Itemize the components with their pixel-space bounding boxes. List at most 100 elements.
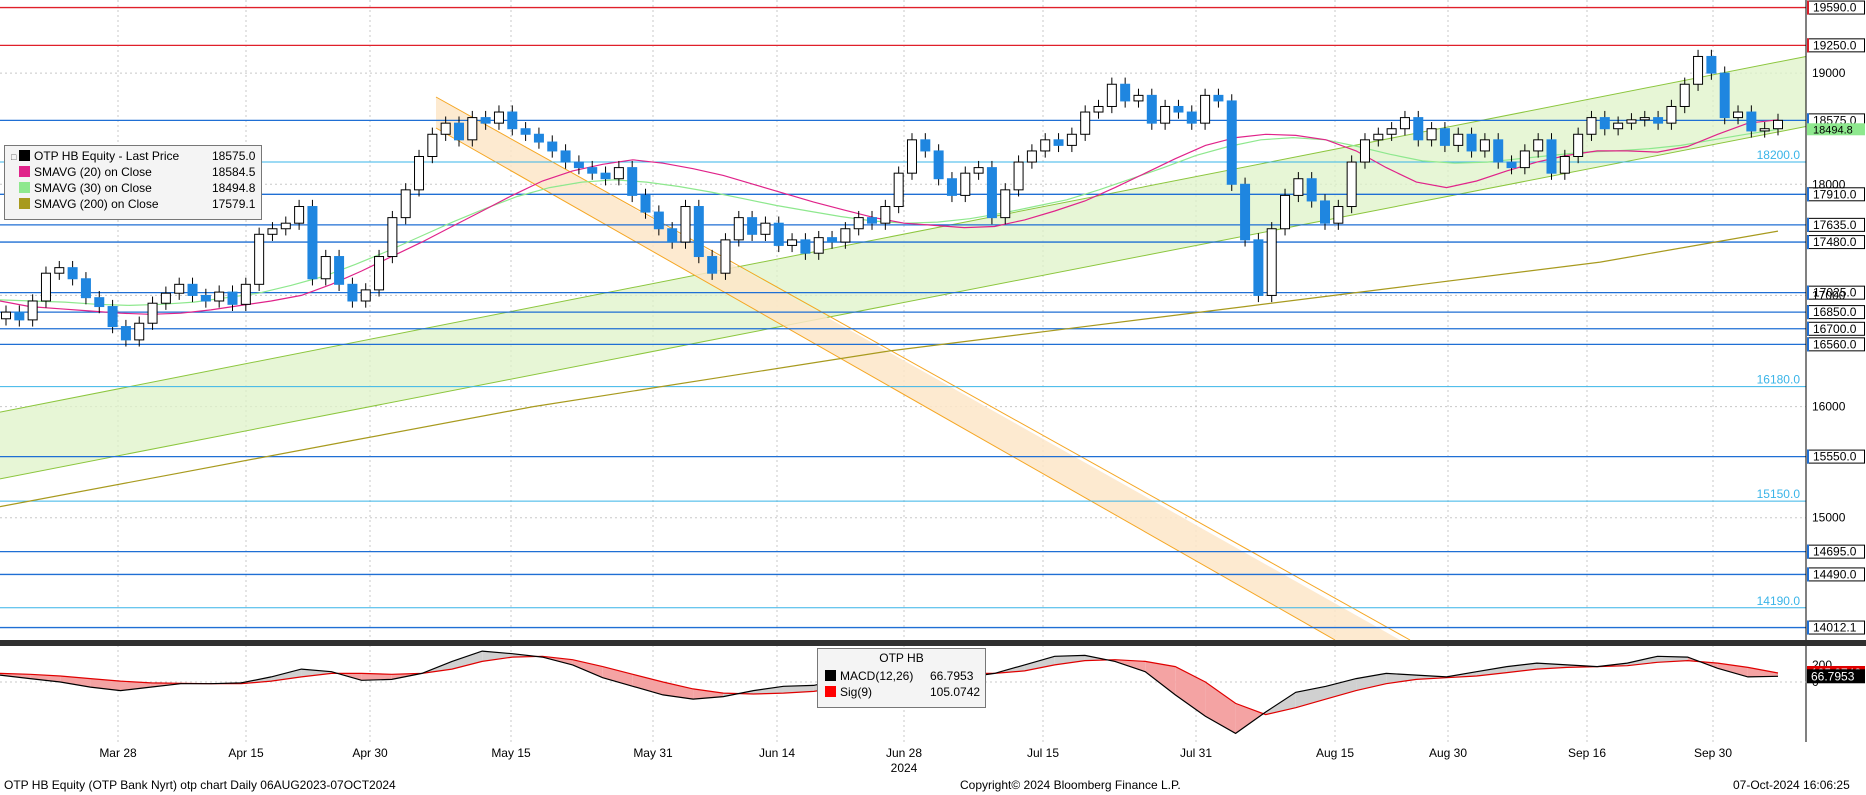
candle-up (880, 206, 891, 224)
macd-fill-red (693, 688, 724, 700)
macd-fill-red (30, 674, 61, 682)
candle-down (533, 133, 544, 143)
candle-up (1, 311, 11, 320)
candle-up (720, 239, 731, 274)
price-level-tag-inner (1808, 1, 1864, 14)
candle-down (1253, 239, 1264, 296)
candle-up (134, 322, 145, 341)
candle-up (440, 122, 451, 135)
candle-up (27, 300, 38, 321)
candle-up (1000, 189, 1011, 219)
macd-fill-red (361, 673, 392, 681)
candle-up (1160, 105, 1171, 124)
candle-up (1080, 111, 1091, 135)
candle-down (1546, 139, 1557, 174)
candle-down (547, 141, 558, 152)
panel-divider (0, 640, 1866, 646)
candle-down (653, 211, 664, 230)
legend-item-last-price: OTP HB Equity - Last Price 18575.0 (19, 149, 255, 164)
macd-fill-gray (1386, 673, 1417, 684)
macd-fill-red (60, 676, 91, 688)
candle-up (1133, 94, 1144, 102)
candle-up (680, 206, 691, 243)
candle-down (347, 283, 358, 302)
candle-down (1320, 200, 1331, 224)
candle-down (1120, 83, 1131, 102)
candle-down (80, 278, 91, 299)
candle-down (1226, 100, 1237, 185)
candle-up (1693, 55, 1704, 85)
candle-up (1679, 83, 1690, 107)
price-level-label: 16560.0 (1813, 337, 1857, 351)
candle-up (1386, 128, 1397, 135)
legend-item-sma30: SMAVG (30) on Close 18494.8 (19, 181, 255, 196)
candle-down (520, 128, 531, 135)
candle-up (1586, 117, 1597, 135)
candle-down (667, 228, 678, 243)
price-level-label: 19590.0 (1813, 1, 1857, 15)
candle-down (1746, 111, 1757, 132)
candle-down (1413, 117, 1424, 141)
macd-fill-red (1747, 667, 1778, 677)
macd-fill-gray (1024, 656, 1055, 671)
candle-down (187, 283, 198, 296)
legend-close-icon[interactable]: □ (11, 152, 17, 162)
candle-up (254, 233, 265, 285)
price-level-label: 17025.0 (1813, 286, 1857, 300)
price-level-tag-accent (1807, 449, 1809, 464)
candle-up (493, 111, 504, 124)
price-level-label: 18200.0 (1757, 148, 1801, 162)
candle-up (240, 283, 251, 305)
x-tick-label: Jul 15 (1027, 746, 1059, 760)
candle-up (787, 239, 798, 246)
x-tick-label: Aug 15 (1316, 746, 1354, 760)
candle-down (946, 178, 957, 196)
price-level-tag-accent (1807, 321, 1809, 336)
candle-up (973, 167, 984, 174)
price-level-tag-accent (1807, 544, 1809, 559)
candle-down (507, 111, 518, 130)
candle-down (560, 150, 571, 163)
candle-up (400, 189, 411, 219)
price-level-tag-inner (1808, 218, 1864, 231)
candle-down (800, 239, 811, 254)
macd-value-label: 66.7953 (1811, 669, 1855, 683)
price-level-tag-accent (1807, 217, 1809, 232)
macd-fill-gray (452, 651, 483, 670)
candle-up (1519, 150, 1530, 169)
candle-up (54, 267, 65, 274)
candle-down (573, 161, 584, 169)
macd-fill-red (1205, 682, 1236, 734)
candle-down (587, 167, 598, 174)
macd-fill-red (1175, 666, 1206, 717)
candle-down (640, 194, 651, 213)
candle-down (1439, 128, 1450, 146)
candle-up (414, 155, 425, 191)
candle-up (1026, 150, 1037, 163)
legend-swatch (19, 198, 30, 209)
candle-up (1773, 119, 1783, 130)
candle-up (1266, 228, 1277, 296)
x-tick-label: Sep 30 (1694, 746, 1732, 760)
candle-up (1759, 128, 1770, 132)
candle-down (307, 206, 318, 280)
macd-legend-title: OTP HB (879, 651, 924, 665)
macd-fill-red (1235, 703, 1266, 734)
candle-down (1186, 111, 1197, 124)
candle-down (227, 291, 238, 305)
price-level-tag-accent (1807, 187, 1809, 202)
candle-down (1053, 139, 1064, 146)
price-level-tag-inner (1808, 568, 1864, 581)
horizontal-levels: 19590.019250.018575.018200.017910.017635… (0, 0, 1865, 635)
price-level-tag-inner (1808, 306, 1864, 319)
macd-fill-red (120, 681, 151, 691)
candle-up (1626, 119, 1637, 124)
candle-up (1359, 139, 1370, 163)
price-level-label: 14190.0 (1757, 594, 1801, 608)
candle-down (334, 256, 345, 285)
candle-down (1506, 161, 1517, 169)
legend-item-sma20: SMAVG (20) on Close 18584.5 (19, 165, 255, 180)
macd-fill-gray (301, 669, 332, 677)
macd-fill-gray (1295, 686, 1326, 708)
price-level-tag-inner (1808, 621, 1864, 634)
